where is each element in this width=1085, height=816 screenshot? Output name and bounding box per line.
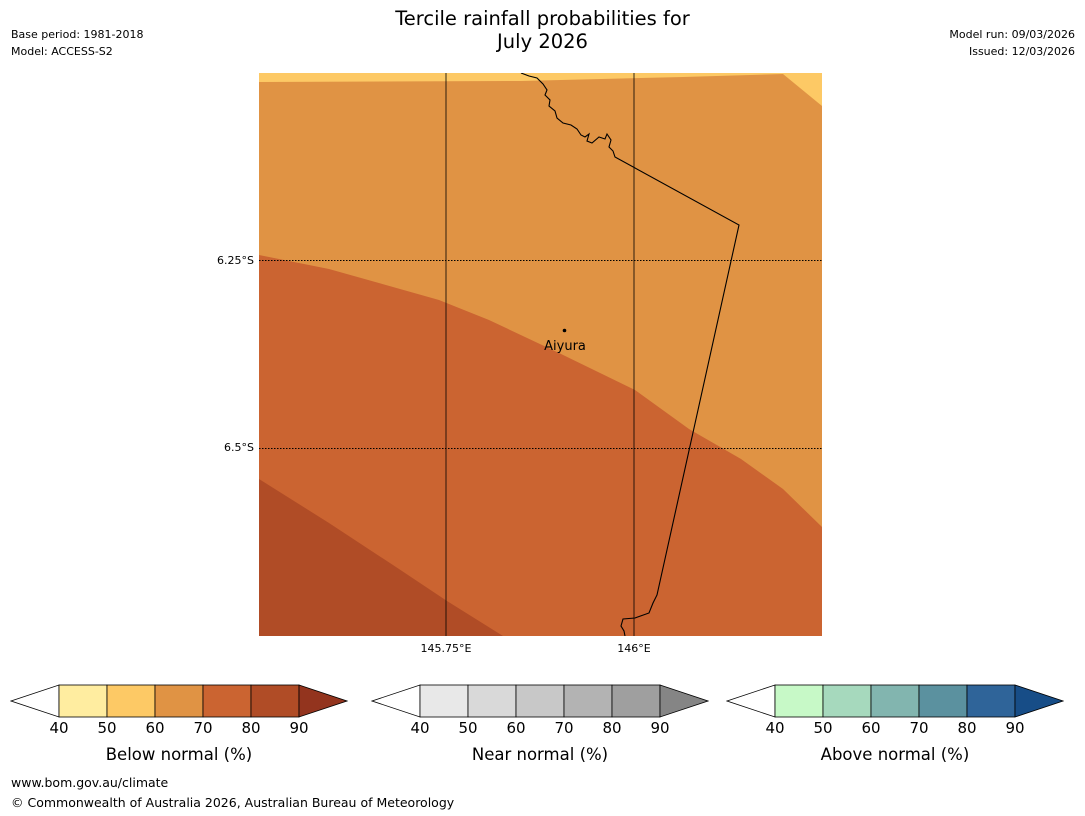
header-left: Base period: 1981-2018 Model: ACCESS-S2	[11, 26, 143, 60]
colorbar-tick-label: 60	[506, 719, 526, 737]
issued-date: Issued: 12/03/2026	[968, 45, 1075, 58]
title-line-2: July 2026	[497, 30, 588, 53]
band-80-90	[259, 479, 503, 636]
colorbar-swatch	[822, 684, 872, 718]
colorbar-tick-label: 50	[813, 719, 833, 737]
colorbar-tick-label: 90	[1005, 719, 1025, 737]
colorbar-swatch	[58, 684, 108, 718]
footer-copyright: © Commonwealth of Australia 2026, Austra…	[11, 795, 455, 810]
band-50-60-top	[259, 73, 822, 106]
colorbar-tick-label: 70	[909, 719, 929, 737]
colorbar-swatch	[467, 684, 517, 718]
colorbar-near-normal	[371, 684, 709, 718]
colorbar-extend-high	[659, 684, 709, 718]
colorbar-tick-label: 90	[650, 719, 670, 737]
colorbar-swatch	[419, 684, 469, 718]
colorbar-swatch	[106, 684, 156, 718]
colorbar-tick-label: 70	[554, 719, 574, 737]
colorbar-tick-label: 40	[49, 719, 69, 737]
colorbar-below-normal	[10, 684, 348, 718]
lon-label-146: 146°E	[617, 642, 651, 655]
colorbar-extend-low	[726, 684, 776, 718]
title-line-1: Tercile rainfall probabilities for	[395, 7, 690, 30]
footer-url: www.bom.gov.au/climate	[11, 775, 169, 790]
colorbar-tick-label: 80	[241, 719, 261, 737]
colorbar-swatch	[918, 684, 968, 718]
colorbar-label-near-normal: Near normal (%)	[471, 745, 609, 764]
colorbar-swatch	[250, 684, 300, 718]
colorbar-tick-label: 90	[289, 719, 309, 737]
lat-label-6-5: 6.5°S	[224, 441, 254, 454]
colorbar-extend-low	[371, 684, 421, 718]
colorbar-tick-label: 70	[193, 719, 213, 737]
colorbar-tick-label: 80	[957, 719, 977, 737]
colorbar-swatch	[563, 684, 613, 718]
colorbar-swatch	[154, 684, 204, 718]
colorbar-tick-label: 60	[861, 719, 881, 737]
map-canvas: Aiyura	[259, 73, 822, 636]
boundary-line	[520, 73, 740, 636]
band-70-80	[259, 255, 822, 636]
colorbar-swatch	[515, 684, 565, 718]
model-run: Model run: 09/03/2026	[949, 28, 1075, 41]
colorbar-extend-low	[10, 684, 60, 718]
place-marker	[562, 328, 567, 333]
header-right: Model run: 09/03/2026 Issued: 12/03/2026	[949, 26, 1075, 60]
map-title: Tercile rainfall probabilities for July …	[0, 7, 1085, 53]
colorbar-swatch	[611, 684, 661, 718]
colorbar-above-normal	[726, 684, 1064, 718]
colorbar-extend-high	[1014, 684, 1064, 718]
lat-label-6-25: 6.25°S	[217, 254, 254, 267]
colorbar-label-above-normal: Above normal (%)	[820, 745, 970, 764]
colorbar-tick-label: 60	[145, 719, 165, 737]
colorbar-swatch	[202, 684, 252, 718]
colorbar-tick-label: 50	[458, 719, 478, 737]
colorbar-swatch	[774, 684, 824, 718]
colorbar-tick-label: 80	[602, 719, 622, 737]
colorbar-swatch	[870, 684, 920, 718]
colorbar-extend-high	[298, 684, 348, 718]
place-label: Aiyura	[544, 339, 586, 354]
colorbar-tick-label: 40	[410, 719, 430, 737]
colorbar-tick-label: 50	[97, 719, 117, 737]
lon-label-145-75: 145.75°E	[420, 642, 472, 655]
colorbar-swatch	[966, 684, 1016, 718]
colorbar-label-below-normal: Below normal (%)	[105, 745, 253, 764]
model-name: Model: ACCESS-S2	[11, 45, 113, 58]
colorbar-tick-label: 40	[765, 719, 785, 737]
base-period: Base period: 1981-2018	[11, 28, 144, 41]
